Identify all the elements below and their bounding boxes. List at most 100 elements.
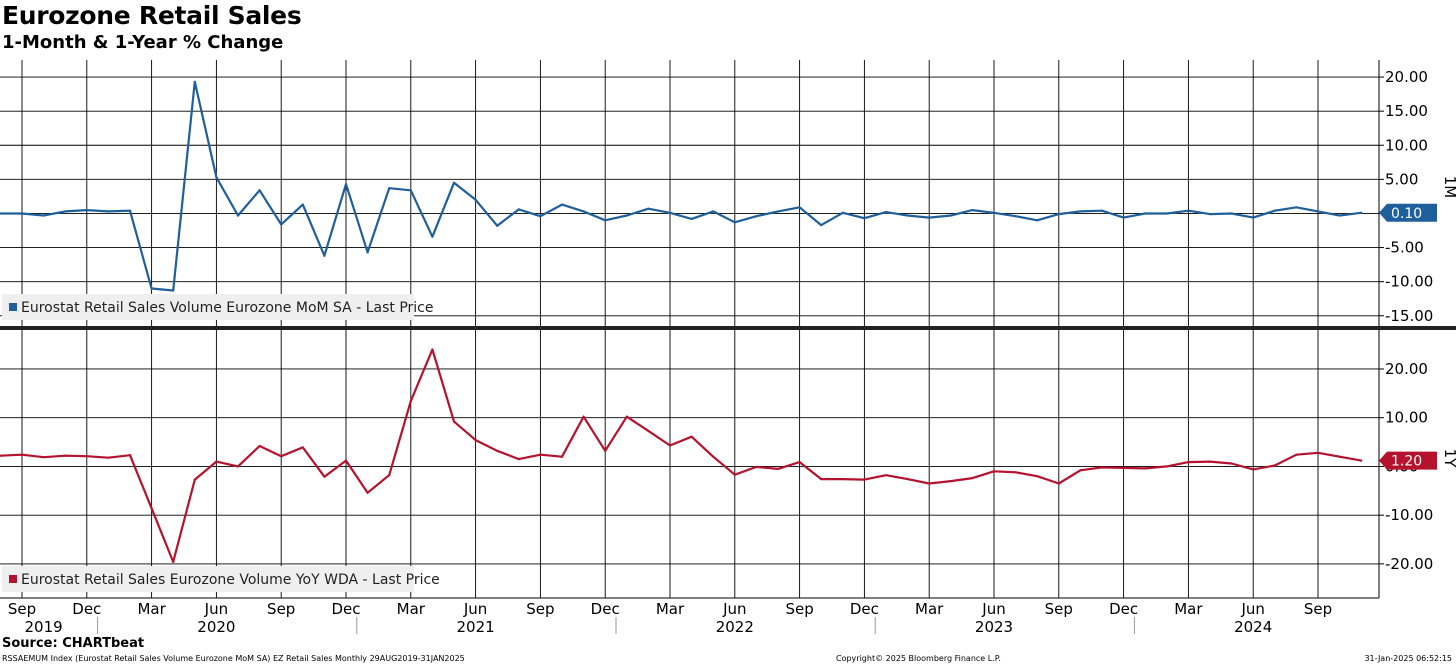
data-point [474, 198, 477, 201]
legend-swatch [9, 303, 17, 311]
data-point [798, 460, 801, 464]
data-point [1252, 216, 1255, 219]
data-point [582, 210, 585, 213]
series-line-top [0, 80, 1362, 292]
x-tick-label: Mar [915, 600, 944, 618]
data-point [474, 439, 477, 442]
data-point [776, 467, 780, 470]
chart-title: Eurozone Retail Sales [2, 1, 302, 30]
panel-divider [0, 326, 1456, 330]
data-point [971, 208, 974, 212]
data-point [755, 215, 758, 218]
data-point [690, 217, 693, 221]
y-tick-label: 10.00 [1385, 136, 1428, 154]
data-point [863, 478, 866, 481]
data-point [496, 224, 499, 227]
data-point [1360, 211, 1363, 214]
source-note: Source: CHARTbeat [2, 636, 145, 651]
legend-box [2, 294, 414, 320]
data-point [409, 189, 412, 192]
panel-top: 20.0015.0010.005.000.00-5.00-10.00-15.00… [0, 60, 1456, 326]
data-point [517, 458, 520, 461]
data-point [539, 215, 542, 218]
data-point [668, 444, 672, 447]
data-point [64, 454, 67, 457]
data-point [712, 455, 715, 458]
data-point [452, 420, 456, 423]
x-year-label: 2021 [457, 618, 495, 636]
data-point [431, 348, 434, 351]
y-tick-label: 5.00 [1385, 170, 1418, 188]
data-point [236, 214, 240, 217]
data-point [20, 453, 24, 456]
data-point [258, 444, 261, 448]
data-point [280, 223, 283, 226]
x-tick-label: Dec [1109, 600, 1138, 618]
data-point [712, 210, 715, 213]
data-point [928, 216, 931, 219]
data-point [1014, 215, 1017, 218]
data-point [820, 223, 823, 227]
data-point [1014, 471, 1017, 474]
data-point [20, 212, 24, 215]
data-point [1079, 469, 1082, 472]
data-point [1316, 451, 1320, 454]
data-point [1187, 209, 1190, 212]
x-tick-label: Dec [331, 600, 360, 618]
x-year-label: 2024 [1234, 618, 1272, 636]
data-point [733, 473, 736, 476]
data-point [1252, 468, 1255, 471]
data-point [604, 449, 607, 452]
data-point [1273, 209, 1276, 212]
x-tick-label: Jun [981, 600, 1005, 618]
data-point [1230, 212, 1233, 215]
data-point [344, 459, 348, 462]
data-point [1144, 467, 1147, 470]
data-point [776, 210, 780, 213]
last-value-label: 1.20 [1391, 454, 1422, 470]
last-value-label: 0.10 [1391, 206, 1422, 222]
data-point [128, 454, 132, 457]
data-point [625, 415, 628, 418]
data-point [323, 475, 326, 478]
data-point [755, 465, 758, 469]
data-point [733, 221, 736, 224]
data-point [193, 80, 196, 83]
data-point [884, 474, 888, 477]
x-year-label: 2020 [197, 618, 235, 636]
data-point [992, 470, 996, 473]
data-point [64, 210, 67, 213]
data-point [496, 449, 499, 452]
data-point [107, 210, 110, 213]
x-tick-label: Dec [591, 600, 620, 618]
data-point [1338, 214, 1341, 217]
y-tick-label: 15.00 [1385, 102, 1428, 120]
data-point [1122, 216, 1125, 219]
data-point [215, 176, 218, 179]
legend-box [2, 566, 414, 592]
y-tick-label: -10.00 [1385, 273, 1433, 291]
data-point [128, 209, 132, 212]
y-tick-label: -15.00 [1385, 307, 1433, 325]
x-tick-label: Dec [850, 600, 879, 618]
last-value-tag [1379, 203, 1437, 222]
data-point [1100, 209, 1104, 212]
data-point [1165, 465, 1168, 468]
x-year-label: 2023 [975, 618, 1013, 636]
y-tick-label: 20.00 [1385, 360, 1428, 378]
x-tick-label: Mar [656, 600, 685, 618]
data-point [949, 479, 952, 483]
x-tick-label: Dec [72, 600, 101, 618]
data-point [366, 251, 369, 254]
data-point [604, 219, 607, 222]
data-point [366, 491, 369, 494]
data-point [301, 203, 304, 206]
data-point [884, 210, 888, 214]
legend-label: Eurostat Retail Sales Eurozone Volume Yo… [21, 572, 440, 588]
data-point [906, 214, 909, 217]
data-point [668, 211, 672, 214]
data-point [1338, 455, 1341, 458]
x-tick-label: Mar [1174, 600, 1203, 618]
data-point [841, 211, 844, 214]
